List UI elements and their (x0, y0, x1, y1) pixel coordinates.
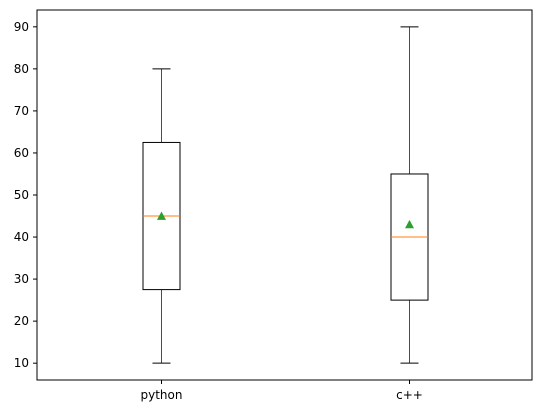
mean-marker (157, 211, 166, 220)
y-tick-label: 10 (14, 356, 29, 370)
y-tick-label: 20 (14, 314, 29, 328)
y-tick-label: 70 (14, 104, 29, 118)
x-tick-label: python (141, 388, 183, 402)
y-axis: 10 20 30 40 50 60 70 80 90 (14, 20, 37, 370)
x-tick-label: c++ (396, 388, 423, 402)
plot-area (36, 9, 533, 381)
boxes-group (142, 26, 429, 364)
y-tick-label: 90 (14, 20, 29, 34)
y-tick-label: 30 (14, 272, 29, 286)
x-axis: python c++ (141, 380, 423, 402)
y-tick-label: 60 (14, 146, 29, 160)
mean-marker (405, 219, 414, 229)
y-tick-label: 50 (14, 188, 29, 202)
y-tick-label: 80 (14, 62, 29, 76)
y-tick-label: 40 (14, 230, 29, 244)
